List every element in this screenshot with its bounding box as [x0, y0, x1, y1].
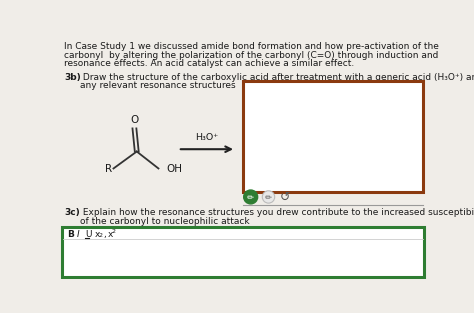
Text: B: B: [67, 230, 74, 239]
Text: O: O: [130, 115, 138, 125]
Text: ✏: ✏: [247, 193, 254, 202]
Text: 3b): 3b): [64, 73, 81, 82]
Text: In Case Study 1 we discussed amide bond formation and how pre-activation of the: In Case Study 1 we discussed amide bond …: [64, 42, 439, 51]
Text: H₃O⁺: H₃O⁺: [195, 133, 219, 142]
Text: carbonyl  by altering the polarization of the carbonyl (C=O) through induction a: carbonyl by altering the polarization of…: [64, 51, 438, 60]
Text: OH: OH: [166, 164, 182, 174]
Bar: [62, 227, 424, 277]
Text: 2: 2: [99, 233, 103, 238]
Text: ,: ,: [103, 230, 106, 239]
Text: U: U: [85, 230, 91, 239]
Text: 2: 2: [111, 229, 115, 234]
Text: ↺: ↺: [280, 191, 290, 204]
Circle shape: [244, 190, 258, 204]
Text: resonance effects. An acid catalyst can achieve a similar effect.: resonance effects. An acid catalyst can …: [64, 59, 354, 68]
Text: Explain how the resonance structures you drew contribute to the increased suscep: Explain how the resonance structures you…: [80, 208, 474, 218]
Text: of the carbonyl to nucleophilic attack: of the carbonyl to nucleophilic attack: [80, 217, 250, 226]
Bar: [243, 81, 423, 192]
Circle shape: [262, 191, 275, 203]
Text: 3c): 3c): [64, 208, 80, 218]
Text: Draw the structure of the carboxylic acid after treatment with a generic acid (H: Draw the structure of the carboxylic aci…: [80, 73, 474, 82]
Text: any relevant resonance structures: any relevant resonance structures: [80, 81, 236, 90]
Text: x: x: [95, 230, 100, 239]
Text: R: R: [105, 164, 112, 174]
Text: ✏: ✏: [265, 193, 272, 202]
Text: x: x: [107, 230, 113, 239]
Text: I: I: [76, 230, 79, 239]
